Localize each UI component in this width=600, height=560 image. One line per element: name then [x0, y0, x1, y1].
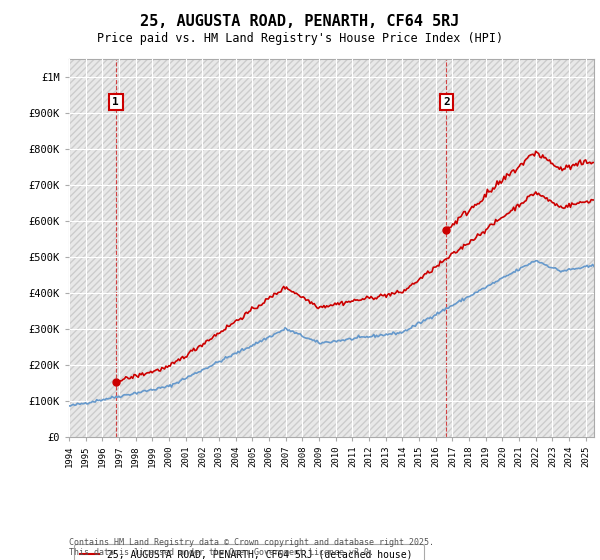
Legend: 25, AUGUSTA ROAD, PENARTH, CF64 5RJ (detached house), HPI: Average price, detach: 25, AUGUSTA ROAD, PENARTH, CF64 5RJ (det…	[74, 544, 424, 560]
Text: Price paid vs. HM Land Registry's House Price Index (HPI): Price paid vs. HM Land Registry's House …	[97, 32, 503, 45]
Text: 2: 2	[443, 97, 450, 107]
Text: 1: 1	[112, 97, 119, 107]
Text: Contains HM Land Registry data © Crown copyright and database right 2025.
This d: Contains HM Land Registry data © Crown c…	[69, 538, 434, 557]
Text: 25, AUGUSTA ROAD, PENARTH, CF64 5RJ: 25, AUGUSTA ROAD, PENARTH, CF64 5RJ	[140, 14, 460, 29]
